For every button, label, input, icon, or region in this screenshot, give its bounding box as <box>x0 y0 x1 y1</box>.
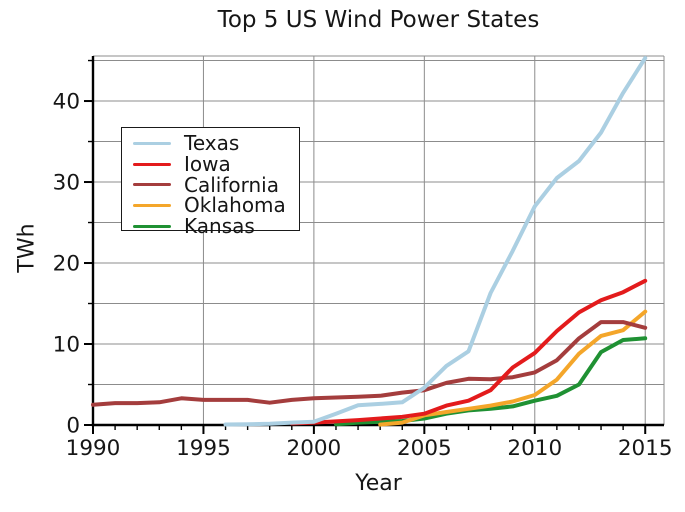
legend-label: Kansas <box>184 214 255 239</box>
line-iowa <box>289 278 648 426</box>
legend-line-swatch-icon <box>133 224 171 228</box>
line-kansas <box>334 336 648 427</box>
svg-text:0: 0 <box>66 414 80 439</box>
gridlines <box>93 55 665 425</box>
legend-label: Texas <box>184 131 240 156</box>
svg-text:30: 30 <box>53 171 80 196</box>
legend-label: Iowa <box>184 152 231 177</box>
legend-item: Oklahoma <box>122 195 299 216</box>
axis-ticks <box>84 59 647 434</box>
chart-title: Top 5 US Wind Power States <box>217 7 540 33</box>
legend-line-swatch-icon <box>133 183 171 187</box>
y-tick-labels: 0 10 20 30 40 <box>53 90 80 439</box>
legend-line-swatch-icon <box>133 141 171 145</box>
legend-label: California <box>184 172 279 197</box>
legend-item: Kansas <box>122 216 299 237</box>
legend-item: Texas <box>122 133 299 154</box>
legend-item: Iowa <box>122 154 299 175</box>
svg-text:2000: 2000 <box>287 436 342 461</box>
svg-text:2010: 2010 <box>507 436 562 461</box>
data-lines <box>91 56 648 427</box>
svg-text:2005: 2005 <box>397 436 452 461</box>
x-axis-label: Year <box>355 471 402 496</box>
legend: Texas Iowa California Oklahoma Kansas <box>121 127 300 236</box>
legend-line-swatch-icon <box>133 162 171 166</box>
svg-text:1995: 1995 <box>176 436 231 461</box>
svg-text:1990: 1990 <box>66 436 121 461</box>
x-tick-labels: 1990 1995 2000 2005 2010 2015 <box>66 436 673 461</box>
svg-text:10: 10 <box>53 333 80 358</box>
legend-item: California <box>122 174 299 195</box>
axis-spines <box>91 56 664 427</box>
legend-label: Oklahoma <box>184 193 286 218</box>
svg-text:20: 20 <box>53 252 80 277</box>
legend-line-swatch-icon <box>133 203 171 207</box>
line-texas <box>223 56 648 427</box>
svg-text:2015: 2015 <box>618 436 673 461</box>
svg-text:40: 40 <box>53 90 80 115</box>
line-california <box>91 320 648 407</box>
